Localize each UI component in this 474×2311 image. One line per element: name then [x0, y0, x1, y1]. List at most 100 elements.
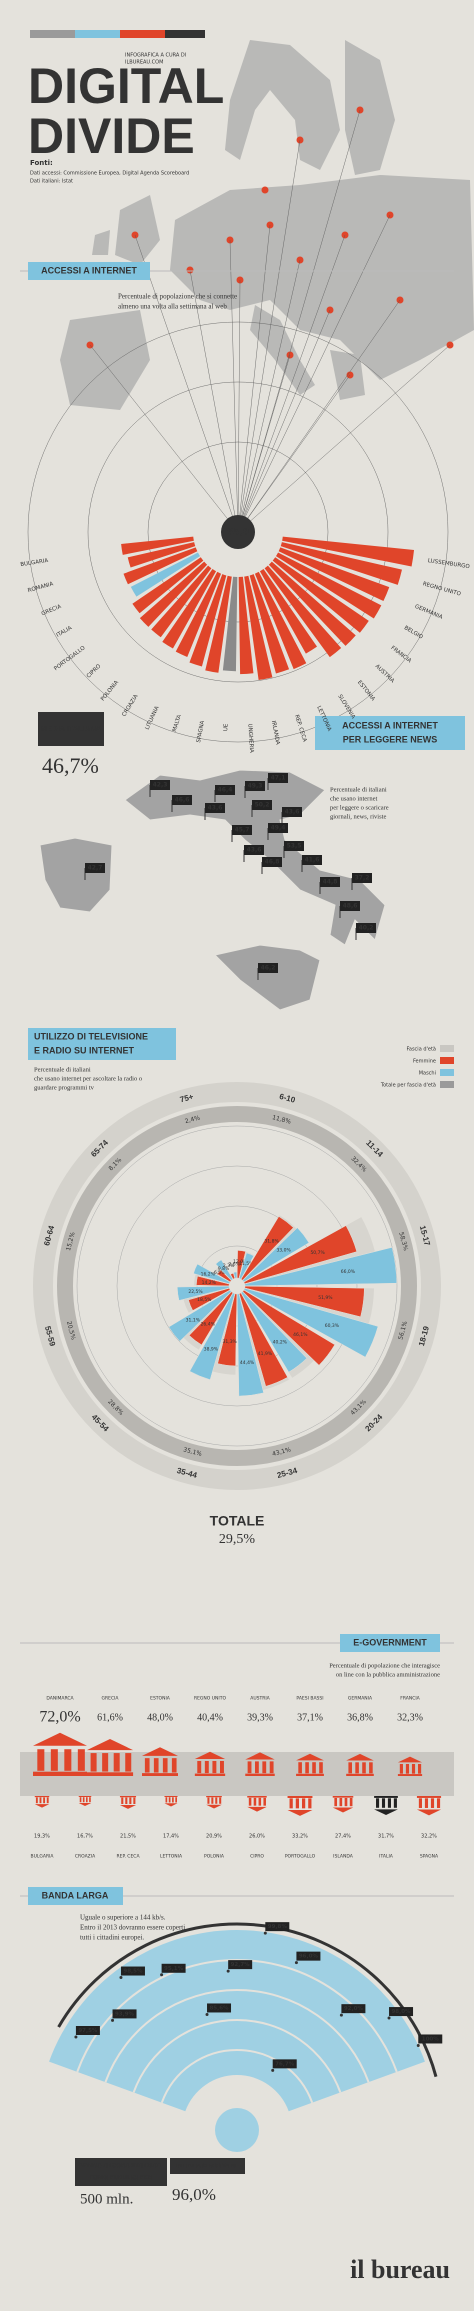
country-label: PORTOGALLO — [285, 1854, 316, 1860]
column — [175, 1797, 178, 1803]
column — [125, 1797, 128, 1804]
flag-point — [271, 2068, 275, 2072]
temple-icon — [34, 1796, 50, 1808]
temple-icon — [194, 1751, 226, 1776]
description: per leggere o scaricare — [330, 804, 389, 811]
column — [355, 1762, 359, 1774]
country-label: REP. CECA — [116, 1854, 140, 1860]
value-label: 99,8% — [268, 1924, 288, 1930]
column — [301, 1798, 306, 1809]
base — [33, 1771, 87, 1776]
flag — [258, 963, 278, 973]
base — [34, 1796, 50, 1798]
region-value: 45,7 — [235, 827, 250, 834]
fan-guide — [104, 1989, 370, 2083]
country-label: BULGARIA — [31, 1854, 55, 1860]
temple-icon — [374, 1796, 398, 1816]
temple-icon — [86, 1739, 134, 1776]
flag-point — [416, 2043, 420, 2047]
value-label: 50,7% — [310, 1250, 325, 1256]
base — [86, 1772, 134, 1776]
flag — [296, 1951, 321, 1961]
europe-map — [60, 40, 474, 410]
base — [164, 1796, 178, 1798]
column — [168, 1797, 171, 1803]
column — [46, 1797, 49, 1804]
wedge — [230, 1272, 236, 1280]
source: Dati italiani: Istat — [30, 179, 73, 185]
country-label: GRECIA — [101, 1696, 119, 1702]
media-value: 46,7% — [42, 753, 99, 778]
column — [344, 1797, 348, 1807]
bar — [162, 569, 217, 649]
column — [165, 1797, 168, 1803]
temple-icon — [119, 1796, 137, 1809]
column — [37, 1749, 45, 1771]
wedge — [236, 1293, 264, 1397]
column — [77, 1749, 85, 1771]
flag — [75, 2026, 100, 2035]
flag-point — [263, 1931, 267, 1935]
value-label: 61,6% — [97, 1712, 123, 1723]
base — [332, 1796, 354, 1798]
country-label: PAESI BASSI — [296, 1696, 323, 1702]
wedge — [236, 1250, 246, 1279]
column — [129, 1797, 132, 1804]
source: Dati accessi: Commissione Europea, Digit… — [30, 171, 189, 177]
flag-point — [119, 1976, 123, 1980]
base — [397, 1774, 423, 1776]
ring — [57, 1106, 417, 1466]
roof — [164, 1803, 178, 1807]
bar — [130, 552, 201, 597]
value-label: 98,0% — [391, 2009, 411, 2015]
column — [295, 1798, 300, 1809]
flag — [418, 2034, 443, 2044]
base — [78, 1796, 92, 1798]
description: on line con la pubblica amministrazione — [336, 1671, 440, 1678]
description: Percentuale di italiani — [34, 1066, 91, 1073]
column — [319, 1762, 323, 1774]
column — [212, 1760, 217, 1774]
temple-icon — [416, 1796, 442, 1816]
column — [102, 1753, 109, 1772]
roof — [374, 1809, 398, 1816]
value-label: 11,5% — [239, 1261, 254, 1267]
value-label: 16,7% — [77, 1834, 93, 1840]
average-dot — [221, 515, 255, 549]
section-title: ACCESSI A INTERNET — [41, 265, 137, 275]
column — [376, 1798, 380, 1808]
region-value: 46,8 — [265, 859, 280, 866]
value-label: 33,2% — [292, 1834, 308, 1840]
value-label: 31,3% — [223, 1339, 238, 1345]
roof — [397, 1756, 423, 1763]
region-value: 49,3 — [248, 783, 263, 790]
flag-point — [160, 1973, 164, 1977]
column — [219, 1797, 222, 1804]
column — [262, 1761, 267, 1774]
roof — [194, 1751, 226, 1760]
flag — [282, 807, 302, 817]
roof — [416, 1809, 442, 1816]
country-label: ISLANDA — [333, 1854, 354, 1860]
wedge — [216, 1269, 232, 1283]
country-label: BULGARIA — [20, 558, 49, 568]
description: che usano internet per ascoltare la radi… — [34, 1075, 142, 1082]
fan-dot — [215, 2108, 259, 2152]
flag — [245, 781, 265, 791]
country-label: POLONIA — [204, 1854, 225, 1860]
section-title: BANDA LARGA — [42, 1890, 109, 1900]
base — [142, 1773, 178, 1776]
column — [171, 1758, 177, 1773]
country-label: DANIMARCA — [46, 1696, 74, 1702]
flag — [85, 863, 105, 873]
column — [308, 1798, 312, 1809]
description: guardare programmi tv — [34, 1084, 95, 1091]
section-title: UTILIZZO DI TELEVISIONE — [34, 1031, 148, 1041]
column — [82, 1797, 85, 1803]
value-label: 41,9% — [258, 1351, 273, 1357]
funds-text: FONDI PUBBLICI PER — [90, 2176, 153, 2182]
bar — [280, 542, 402, 585]
description: Entro il 2013 dovranno essere coperti — [80, 1924, 185, 1932]
title-box — [28, 1887, 123, 1905]
column — [298, 1762, 302, 1774]
